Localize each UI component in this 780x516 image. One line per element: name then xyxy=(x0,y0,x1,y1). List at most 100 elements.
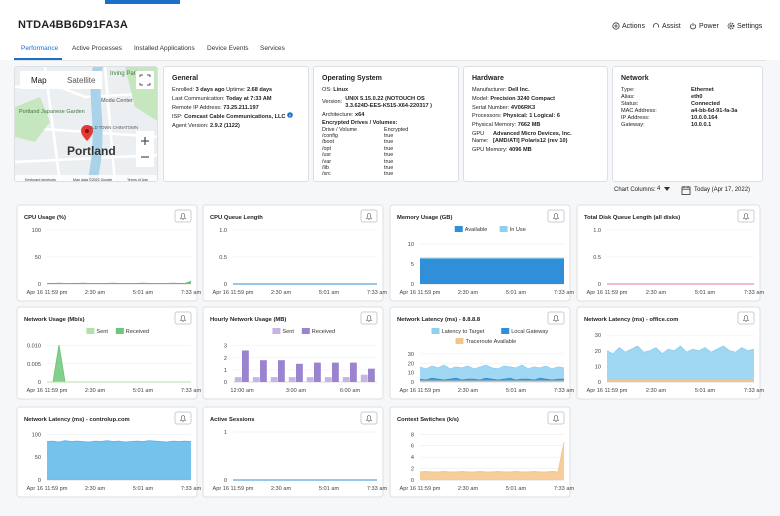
drive: /var xyxy=(322,158,331,165)
y-tick-label: 0 xyxy=(411,282,414,288)
zoom[interactable] xyxy=(136,131,154,167)
label: Enrolled: xyxy=(172,87,195,93)
label: OS: xyxy=(322,87,332,93)
area-fill xyxy=(47,344,191,382)
drive: /lib xyxy=(322,165,329,172)
y-tick-label: 0 xyxy=(598,282,601,288)
device-name: NTDA4BB6D91FA3A xyxy=(18,19,128,31)
x-tick-label: Apr 16 11:59 pm xyxy=(587,290,628,296)
x-tick-label: 5:01 am xyxy=(506,290,527,296)
value: UNIX 5.15.0.22 (NOTOUCH OS 3.3.624D-EES-… xyxy=(345,95,432,109)
x-tick-label: 2:30 am xyxy=(271,290,292,296)
x-tick-label: 7:33 am xyxy=(181,290,202,296)
x-tick-label: 7:33 am xyxy=(367,486,388,492)
y-tick-label: 30 xyxy=(408,352,414,358)
legend-swatch xyxy=(455,338,464,344)
bar xyxy=(306,377,314,382)
chart-title: Network Latency (ms) - 8.8.8.8 xyxy=(397,317,481,323)
columns-select[interactable]: 4 xyxy=(655,185,672,193)
actions-button[interactable]: Actions xyxy=(612,22,645,30)
value: a4-bb-6d-91-fa-3a xyxy=(691,108,738,114)
alert-button[interactable] xyxy=(174,411,192,425)
map-footer-text[interactable]: Keyboard shortcuts xyxy=(25,178,56,182)
assist-button[interactable]: Assist xyxy=(652,22,681,30)
value: 4V06RK3 xyxy=(510,104,536,111)
legend-label: Local Gateway xyxy=(511,329,548,335)
y-tick-label: 0 xyxy=(224,478,227,484)
y-tick-label: 3 xyxy=(224,344,227,350)
y-tick-label: 0.5 xyxy=(593,255,601,261)
tab[interactable]: Active Processes xyxy=(72,45,122,52)
alert-button[interactable] xyxy=(360,311,378,325)
active-indicator xyxy=(105,0,180,4)
date[interactable]: Today (Apr 17, 2022) xyxy=(694,187,751,193)
alert-button[interactable] xyxy=(737,311,755,325)
x-tick-label: 5:01 am xyxy=(319,290,340,296)
alert-button[interactable] xyxy=(360,209,378,223)
drive: /src xyxy=(322,171,331,178)
map-button[interactable]: Satellite xyxy=(67,76,96,85)
y-tick-label: 1 xyxy=(224,430,227,436)
x-tick-label: 7:33 am xyxy=(554,486,575,492)
x-tick-label: 7:33 am xyxy=(744,388,765,394)
value: Comcast Cable Communications, LLC xyxy=(184,114,286,121)
fullscreen[interactable] xyxy=(136,71,154,89)
chart-title: CPU Queue Length xyxy=(210,215,263,221)
bell-icon xyxy=(365,315,373,322)
card-body: OS: Linux Version: UNIX 5.15.0.22 (NOTOUC… xyxy=(322,86,450,127)
legend-label: Traceroute Available xyxy=(466,339,517,345)
legend-label: Available xyxy=(465,227,488,233)
y-tick-label: 20 xyxy=(408,361,414,367)
calendar-icon[interactable] xyxy=(681,185,691,195)
tab[interactable]: Installed Applications xyxy=(134,45,195,52)
map-type[interactable] xyxy=(20,71,102,89)
value: 2.9.2 (1122) xyxy=(209,123,240,130)
alert-button[interactable] xyxy=(174,311,192,325)
bell-icon xyxy=(179,213,187,220)
map-card[interactable]: Irving Park Moda Center Portland Japanes… xyxy=(14,66,158,182)
bar xyxy=(295,363,303,382)
alert-button[interactable] xyxy=(547,311,565,325)
bell-icon xyxy=(742,315,750,322)
info-icon[interactable] xyxy=(287,112,293,119)
alert-button[interactable] xyxy=(174,209,192,223)
chart-card xyxy=(16,204,198,302)
alert-button[interactable] xyxy=(547,209,565,223)
alert-button[interactable] xyxy=(360,411,378,425)
value: 3 days ago xyxy=(195,87,225,93)
x-tick-label: 2:30 am xyxy=(271,486,292,492)
y-tick-label: 0.010 xyxy=(27,344,41,350)
y-tick-label: 2 xyxy=(224,356,227,362)
alert-button[interactable] xyxy=(547,411,565,425)
power-button[interactable]: Power xyxy=(689,22,719,30)
x-tick-label: 5:01 am xyxy=(319,486,340,492)
label: GPU Memory: xyxy=(472,146,508,153)
y-tick-label: 8 xyxy=(411,432,414,438)
alert-button[interactable] xyxy=(737,209,755,223)
encrypted: true xyxy=(384,158,394,165)
tab[interactable]: Services xyxy=(260,45,285,52)
label: Gateway: xyxy=(621,122,645,128)
x-tick-label: 5:01 am xyxy=(506,486,527,492)
chart-title: Total Disk Queue Length (all disks) xyxy=(584,215,680,221)
tab[interactable]: Device Events xyxy=(207,45,249,52)
map-footer-text[interactable]: Terms of Use xyxy=(127,178,148,182)
bar xyxy=(324,377,332,382)
legend-swatch xyxy=(431,328,440,334)
card-body: Manufacturer: Dell Inc. Model: Precision… xyxy=(472,86,599,155)
chart-title: CPU Usage (%) xyxy=(24,215,66,221)
tab[interactable]: Performance xyxy=(21,45,59,52)
x-tick-label: 2:30 am xyxy=(646,290,667,296)
bar xyxy=(277,360,285,382)
x-tick-label: 6:00 am xyxy=(340,388,361,394)
series-line xyxy=(606,345,755,355)
value: 10.0.0.164 xyxy=(691,115,718,121)
label: GPU Name: xyxy=(472,130,489,144)
place: Irving Park xyxy=(110,71,140,77)
y-tick-label: 5 xyxy=(411,262,414,268)
x-tick-label: Apr 16 11:59 pm xyxy=(400,486,441,492)
map-button[interactable]: Map xyxy=(31,76,47,85)
y-tick-label: 0 xyxy=(38,282,41,288)
settings-button[interactable]: Settings xyxy=(727,22,762,30)
label: Manufacturer: xyxy=(472,87,507,93)
